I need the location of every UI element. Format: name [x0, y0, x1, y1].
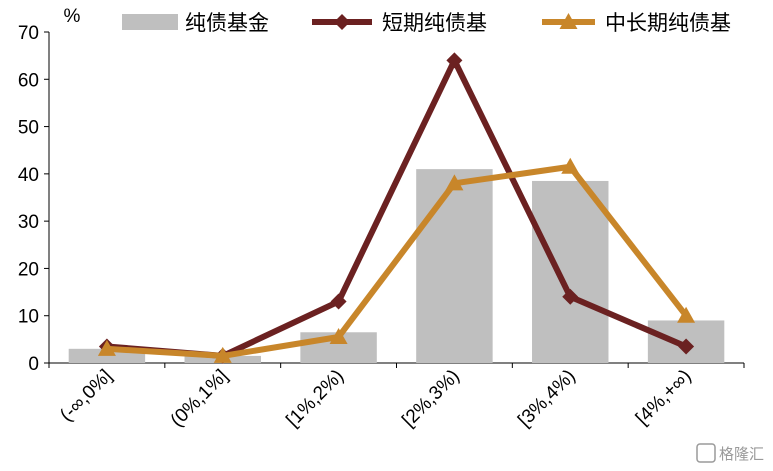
y-tick-label: 0 [28, 354, 39, 375]
y-tick-label: 30 [18, 212, 39, 233]
point-triangle [329, 327, 348, 344]
point-diamond [330, 293, 347, 310]
legend-marker-diamond [334, 14, 350, 30]
x-tick-label: (0%,1%] [167, 366, 233, 432]
x-tick-labels: (-∞,0%] (0%,1%] [1%,2%) [2%,3%) [3%,4%) [4%,+… [56, 366, 695, 432]
axes [44, 31, 745, 368]
y-tick-label: 70 [18, 23, 39, 44]
point-triangle [445, 174, 464, 191]
point-triangle [213, 346, 232, 363]
legend-label: 纯债基金 [185, 11, 269, 35]
legend: 纯债基金 短期纯债基 中长期纯债基 [122, 11, 731, 35]
y-tick-label: 40 [18, 165, 39, 186]
series-line [106, 163, 689, 359]
bars [68, 169, 725, 363]
point-diamond [446, 52, 463, 69]
point-triangle [677, 306, 696, 323]
y-tick-label: 10 [18, 307, 39, 328]
y-unit-label: % [64, 6, 81, 27]
point-diamond [678, 338, 695, 355]
y-tick-label: 20 [18, 259, 39, 280]
y-tick-labels: 0 10 20 30 40 50 60 70 [18, 23, 39, 375]
watermark-text: 格隆汇 [719, 445, 764, 463]
point-diamond [562, 288, 579, 305]
bar [416, 169, 493, 363]
legend-swatch-bar [122, 14, 178, 30]
legend-label: 中长期纯债基 [605, 11, 731, 35]
x-tick-label: [1%,2%) [282, 366, 348, 432]
x-tick-label: [4%,+∞) [632, 366, 696, 430]
x-tick-label: (-∞,0%] [56, 366, 116, 426]
watermark: 格隆汇 [696, 443, 764, 463]
point-triangle [97, 339, 116, 356]
y-tick-label: 50 [18, 118, 39, 139]
x-tick-label: [2%,3%) [398, 366, 464, 432]
lines [97, 52, 696, 364]
point-triangle [561, 157, 580, 174]
bar [532, 180, 609, 363]
legend-label: 短期纯债基 [382, 11, 487, 35]
x-tick-label: [3%,4%) [514, 366, 580, 432]
y-tick-label: 60 [18, 70, 39, 91]
legend-marker-triangle [559, 13, 578, 29]
watermark-logo-icon [696, 443, 716, 463]
